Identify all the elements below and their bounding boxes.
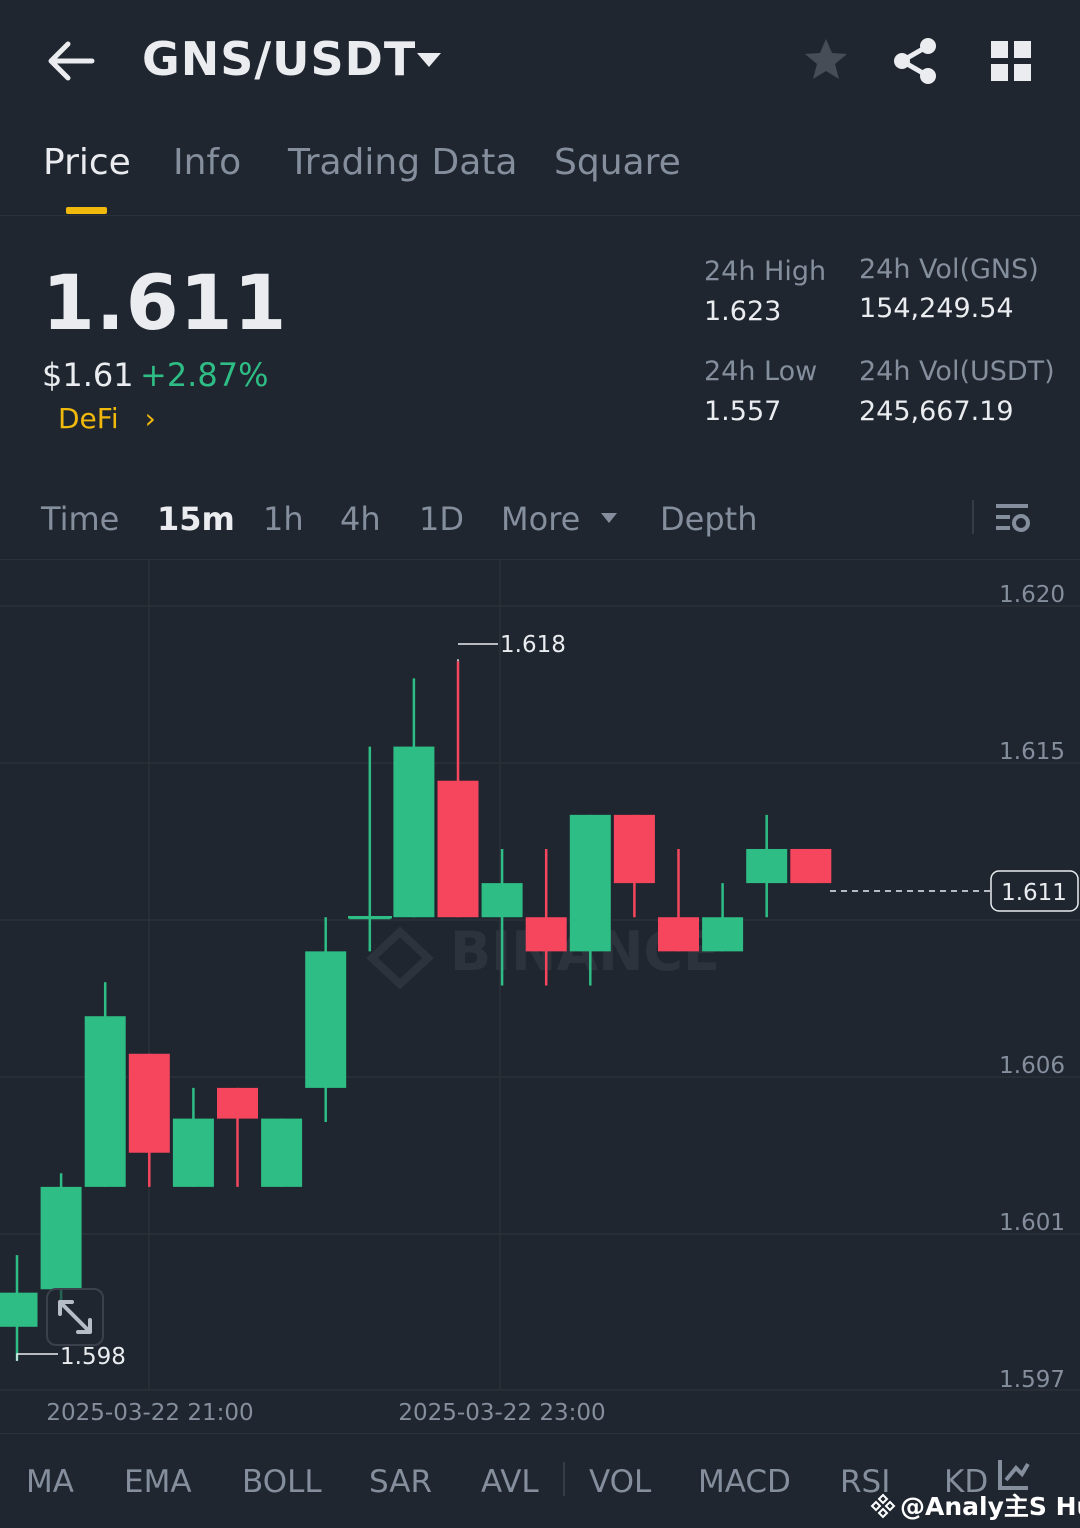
y-tick-label: 1.601 <box>999 1210 1065 1236</box>
max-price-label: 1.618 <box>500 632 566 658</box>
usd-price: $1.61 <box>42 356 134 394</box>
vol-quote-label: 24h Vol(USDT) <box>859 356 1055 387</box>
y-tick-label: 1.615 <box>999 739 1065 765</box>
candle-body <box>261 1118 303 1187</box>
candle-body <box>790 848 832 884</box>
more-label: More <box>501 500 581 538</box>
binance-logo-icon <box>870 1493 896 1519</box>
indicator-vol[interactable]: VOL <box>589 1464 652 1500</box>
tab-square[interactable]: Square <box>554 142 681 183</box>
vol-base-value: 154,249.54 <box>859 293 1014 324</box>
min-price-leader <box>16 1353 58 1361</box>
active-tab-indicator <box>66 207 107 214</box>
interval-depth[interactable]: Depth <box>660 500 758 538</box>
min-price-label: 1.598 <box>60 1344 126 1370</box>
interval-more[interactable]: More <box>501 500 619 538</box>
tab-info[interactable]: Info <box>173 142 242 183</box>
indicator-ma[interactable]: MA <box>26 1464 74 1500</box>
indicator-boll[interactable]: BOLL <box>242 1464 322 1500</box>
chevron-right-icon: › <box>144 402 156 435</box>
indicator-macd[interactable]: MACD <box>698 1464 791 1500</box>
interval-1d[interactable]: 1D <box>419 500 464 538</box>
chart-settings-icon[interactable] <box>992 498 1032 538</box>
top-bar: GNS/USDT <box>0 0 1080 125</box>
interval-bar: Time 15m 1h 4h 1D More Depth <box>0 480 1080 560</box>
y-tick-label: 1.620 <box>999 582 1065 608</box>
candle-body <box>746 848 788 884</box>
candlestick-chart[interactable]: BINANCE1.6201.6151.6111.6061.6011.597202… <box>0 560 1080 1433</box>
interval-time[interactable]: Time <box>41 500 120 538</box>
indicator-avl[interactable]: AVL <box>481 1464 539 1500</box>
candle-body <box>128 1053 170 1153</box>
last-price-box <box>990 870 1079 912</box>
high-label: 24h High <box>704 256 827 287</box>
indicator-ema[interactable]: EMA <box>124 1464 192 1500</box>
high-value: 1.623 <box>704 296 782 327</box>
candle-body <box>0 1292 38 1327</box>
candle-body <box>84 1016 126 1187</box>
x-tick-label: 2025-03-22 21:00 <box>46 1400 253 1426</box>
page-tabs: Price Info Trading Data Square <box>0 130 1080 216</box>
candle-body <box>172 1118 214 1187</box>
y-tick-label: 1.597 <box>999 1367 1065 1393</box>
price-change-pct: +2.87% <box>140 356 269 394</box>
candle-body <box>613 814 655 884</box>
candle-body <box>569 814 611 952</box>
low-value: 1.557 <box>704 396 782 427</box>
interval-15m[interactable]: 15m <box>157 500 235 538</box>
tab-trading-data[interactable]: Trading Data <box>288 142 518 183</box>
interval-1h[interactable]: 1h <box>263 500 304 538</box>
watermark-logo <box>366 926 434 990</box>
candle-body <box>525 917 567 952</box>
expand-icon <box>58 1300 92 1334</box>
candle-body <box>658 917 699 952</box>
category-label: DeFi <box>58 402 119 435</box>
pair-title[interactable]: GNS/USDT <box>142 32 417 86</box>
candle-body <box>481 883 523 918</box>
favorite-star-icon[interactable] <box>802 36 850 84</box>
fullscreen-button[interactable] <box>46 1288 104 1346</box>
x-tick-label: 2025-03-22 23:00 <box>398 1400 605 1426</box>
candle-body <box>393 746 435 918</box>
indicator-edit-icon[interactable] <box>996 1456 1032 1492</box>
share-icon[interactable] <box>890 36 940 86</box>
indicator-kd[interactable]: KD <box>944 1464 989 1500</box>
low-label: 24h Low <box>704 356 818 387</box>
last-price-label: 1.611 <box>1001 880 1067 906</box>
candle-body <box>40 1186 82 1290</box>
back-arrow-icon[interactable] <box>44 38 96 84</box>
caret-down-icon <box>600 513 617 523</box>
chart-canvas[interactable]: BINANCE1.6201.6151.6111.6061.6011.597202… <box>0 560 1080 1433</box>
candle-body <box>305 951 347 1088</box>
candle-body <box>217 1087 258 1119</box>
indicator-rsi[interactable]: RSI <box>840 1464 891 1500</box>
vol-quote-value: 245,667.19 <box>859 396 1014 427</box>
interval-4h[interactable]: 4h <box>340 500 381 538</box>
candle-body <box>702 917 744 952</box>
footer-watermark: @Analy主S Hub <box>870 1487 1080 1523</box>
vol-base-label: 24h Vol(GNS) <box>859 254 1039 285</box>
candle-body <box>437 780 479 918</box>
last-price: 1.611 <box>42 258 288 347</box>
divider <box>972 500 974 534</box>
grid-menu-icon[interactable] <box>988 38 1034 84</box>
watermark-text: @Analy主S Hub <box>900 1492 1080 1521</box>
y-tick-label: 1.606 <box>999 1053 1065 1079</box>
indicator-bar: MA EMA BOLL SAR AVL VOL MACD RSI KD <box>0 1433 1080 1528</box>
indicator-sar[interactable]: SAR <box>369 1464 432 1500</box>
caret-down-icon[interactable] <box>414 48 444 72</box>
max-price-leader <box>457 643 498 662</box>
tab-price[interactable]: Price <box>43 142 131 183</box>
divider <box>563 1462 565 1496</box>
category-tag[interactable]: DeFi › <box>58 402 156 435</box>
